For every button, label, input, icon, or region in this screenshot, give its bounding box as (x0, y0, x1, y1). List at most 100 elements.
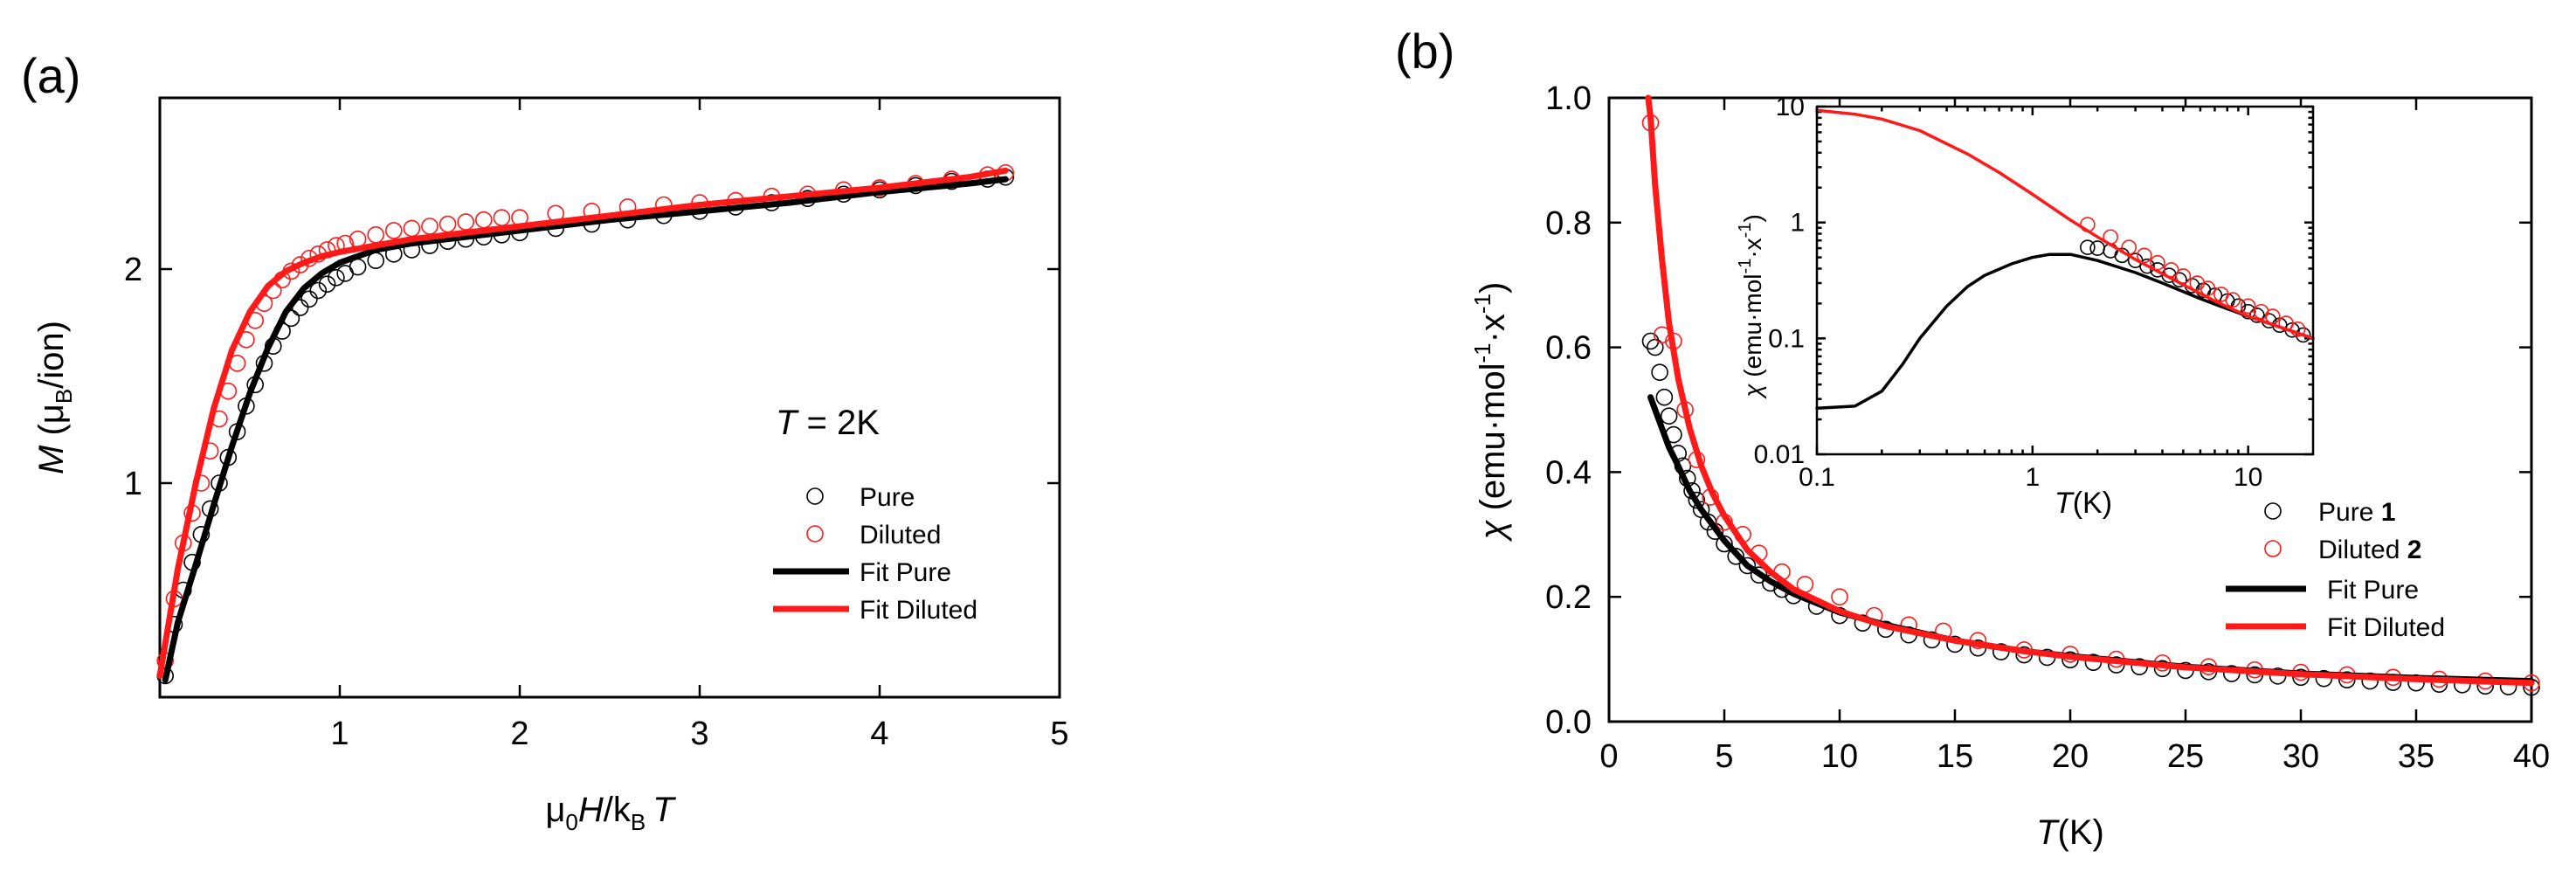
panel-a-x-title: μ0H/kB T (545, 791, 676, 835)
legend-label-fit-diluted: Fit Diluted (860, 596, 977, 625)
inset-y-title: χ (emu·mol-1·x-1) (1736, 214, 1766, 400)
inset-background (1817, 107, 2313, 454)
data-point (2080, 239, 2096, 255)
legend-label-diluted: Diluted (860, 521, 941, 550)
data-point (1688, 491, 1706, 509)
legend-label-pure-1: Pure 1 (2318, 498, 2395, 527)
y-tick-label: 1.0 (1545, 80, 1592, 117)
fit-line (1815, 108, 2315, 341)
data-point (328, 268, 345, 287)
data-point (439, 215, 457, 233)
x-tick-label: 3 (690, 716, 708, 752)
data-point (421, 218, 439, 235)
panel-a-ticks: 1 2 3 4 5 1 2 (124, 98, 1069, 752)
data-point (2139, 258, 2155, 274)
panel-b-label: (b) (1395, 24, 1454, 79)
panel-b-x-title: T(K) (2036, 813, 2104, 852)
legend-marker-diluted-2 (2264, 540, 2282, 557)
y-tick-label: 0.2 (1545, 579, 1592, 616)
panel-a-label: (a) (21, 48, 80, 103)
series-markers (156, 163, 1014, 670)
legend-label-fit-diluted-b: Fit Diluted (2327, 613, 2445, 642)
x-tick-label: 10 (2234, 463, 2262, 492)
y-tick-label: 0.6 (1545, 330, 1592, 367)
x-tick-label: 15 (1937, 738, 1973, 775)
y-tick-label: 10 (1776, 93, 1805, 121)
x-tick-label: 4 (870, 716, 888, 752)
series-markers (1641, 332, 2540, 696)
y-tick-label: 0.1 (1768, 324, 1805, 353)
panel-a-temperature-annotation: T = 2K (776, 404, 880, 442)
y-tick-label: 0.01 (1754, 440, 1805, 469)
data-point (300, 290, 318, 308)
y-tick-label: 1 (1790, 209, 1805, 238)
panel-a-series (156, 163, 1014, 685)
y-tick-label: 0.0 (1545, 704, 1592, 741)
y-tick-label: 2 (124, 252, 142, 288)
data-point (474, 211, 493, 229)
x-tick-label: 0.1 (1799, 463, 1835, 492)
legend-marker-pure (806, 487, 824, 505)
data-point (1727, 547, 1744, 565)
legend-marker-diluted (806, 525, 824, 543)
y-tick-label: 0.8 (1545, 205, 1592, 242)
panel-b-y-title: χ (emu·mol-1·x-1) (1469, 282, 1512, 543)
x-tick-label: 35 (2398, 738, 2434, 775)
panel-b-legend: Pure 1 Diluted 2 Fit Pure Fit Diluted (2226, 498, 2445, 642)
legend-label-fit-pure-b: Fit Pure (2327, 576, 2419, 605)
data-point (2295, 327, 2311, 343)
data-point (336, 265, 354, 282)
fit-line (1645, 94, 2535, 687)
x-tick-label: 5 (1715, 738, 1733, 775)
legend-marker-pure-1 (2264, 502, 2282, 520)
inset-series (1815, 108, 2315, 410)
fit-line (156, 167, 1009, 679)
legend-label-diluted-2: Diluted 2 (2318, 536, 2421, 564)
data-point (309, 281, 328, 300)
panel-a-legend: Pure Diluted Fit Pure Fit Diluted (773, 483, 977, 625)
data-point (2240, 298, 2256, 315)
data-point (2225, 292, 2241, 308)
data-point (2315, 669, 2333, 688)
x-tick-label: 25 (2167, 738, 2204, 775)
x-tick-label: 2 (510, 716, 528, 752)
inset-plot-frame (1815, 105, 2315, 456)
panel-a-plot-frame (158, 96, 1061, 699)
x-tick-label: 30 (2282, 738, 2319, 775)
x-tick-label: 1 (330, 716, 349, 752)
data-point (384, 222, 403, 239)
fit-line (162, 176, 1009, 683)
data-point (2108, 656, 2125, 674)
y-tick-label: 1 (124, 466, 142, 502)
data-point (1831, 588, 1848, 606)
data-point (2137, 247, 2152, 264)
panel-a-y-title: M (μB/ion) (32, 321, 77, 474)
data-point (318, 275, 336, 293)
data-point (1738, 557, 1757, 575)
legend-label-fit-pure: Fit Pure (860, 558, 951, 587)
data-point (2338, 671, 2356, 688)
data-point (1750, 566, 1768, 584)
panel-b-ticks: 0 5 10 15 20 25 30 35 40 0.0 0.2 0.4 0.6 0.8 1.0 (1545, 80, 2550, 775)
x-tick-label: 40 (2513, 738, 2550, 775)
data-point (1660, 407, 1678, 425)
data-point (367, 225, 385, 244)
x-tick-label: 10 (1821, 738, 1858, 775)
legend-label-pure: Pure (860, 483, 915, 512)
y-tick-label: 0.4 (1545, 454, 1592, 491)
data-point (403, 219, 421, 238)
x-tick-label: 1 (2026, 463, 2041, 492)
data-point (2200, 280, 2216, 296)
panel-a-chart: 1 2 3 4 5 1 2 M (μB/ion) μ0H/kB T T = 2K Pure D… (32, 96, 1069, 835)
data-point (2175, 268, 2192, 284)
panel-b-chart: 0 5 10 15 20 25 30 35 40 0.0 0.2 0.4 0.6 0.8 1.0 χ (em… (1469, 80, 2550, 852)
data-point (493, 209, 511, 226)
x-tick-label: 0 (1599, 738, 1618, 775)
data-point (1655, 388, 1674, 406)
x-tick-label: 20 (2052, 738, 2089, 775)
panel-b-series (1641, 94, 2540, 696)
data-point (457, 213, 475, 231)
fit-line (1815, 252, 2315, 410)
